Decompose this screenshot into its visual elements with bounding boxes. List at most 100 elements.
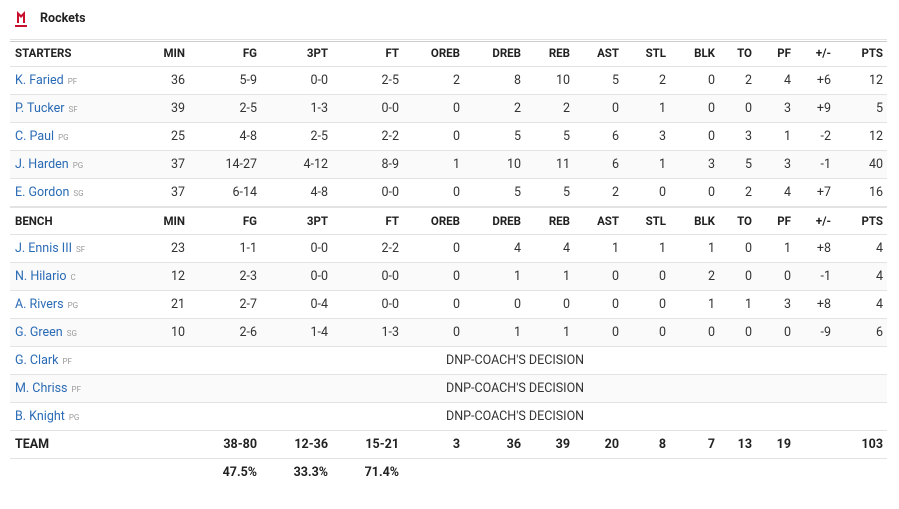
player-name[interactable]: P. Tucker xyxy=(15,101,65,116)
stat-cell: 2-3 xyxy=(239,269,257,284)
column-header: OREB xyxy=(430,214,460,228)
column-header: MIN xyxy=(163,214,185,228)
team-total: 20 xyxy=(604,437,619,452)
stat-cell: 14-27 xyxy=(225,157,257,172)
stat-cell: 37 xyxy=(170,157,185,172)
dnp-note: DNP-COACH'S DECISION xyxy=(446,381,585,396)
stat-cell: 4 xyxy=(875,297,883,312)
stat-cell: +9 xyxy=(816,101,831,116)
stat-cell: 3 xyxy=(707,157,715,172)
dnp-note: DNP-COACH'S DECISION xyxy=(446,409,585,424)
stat-cell: 0 xyxy=(611,325,619,340)
stat-cell: +8 xyxy=(816,241,831,256)
stat-cell: 0 xyxy=(611,297,619,312)
stat-cell: 0 xyxy=(744,241,752,256)
player-name[interactable]: M. Chriss xyxy=(15,381,68,396)
stat-cell: 0 xyxy=(611,269,619,284)
stat-cell: 3 xyxy=(658,129,666,144)
team-total: 8 xyxy=(658,437,666,452)
stat-cell: 4 xyxy=(875,241,883,256)
dnp-note: DNP-COACH'S DECISION xyxy=(446,353,585,368)
stat-cell: 2 xyxy=(744,73,752,88)
stat-cell: 3 xyxy=(783,157,791,172)
stat-cell: 5 xyxy=(744,157,752,172)
player-name[interactable]: N. Hilario xyxy=(15,269,67,284)
player-position: PG xyxy=(67,301,79,310)
stat-cell: 40 xyxy=(868,157,883,172)
column-header: FT xyxy=(385,46,399,60)
stat-cell: 0 xyxy=(783,269,791,284)
column-header: PF xyxy=(777,46,791,60)
stat-cell: 5-9 xyxy=(239,73,257,88)
stat-cell: 0 xyxy=(658,185,666,200)
stat-cell: 5 xyxy=(513,129,521,144)
stat-cell: 25 xyxy=(170,129,185,144)
stat-cell: 6 xyxy=(875,325,883,340)
stat-cell: 2-5 xyxy=(310,129,328,144)
stat-cell: 3 xyxy=(744,129,752,144)
player-cell: B. Knight PG xyxy=(15,403,79,431)
player-cell: G. Clark PF xyxy=(15,347,72,375)
team-total: 39 xyxy=(555,437,570,452)
stat-cell: 0-0 xyxy=(381,297,399,312)
player-cell: C. Paul PG xyxy=(15,123,69,151)
section-label: BENCH xyxy=(15,214,53,228)
stat-cell: 1 xyxy=(513,325,521,340)
stat-cell: 0-0 xyxy=(310,241,328,256)
player-name[interactable]: J. Ennis III xyxy=(15,241,72,256)
stat-cell: 1 xyxy=(707,241,715,256)
player-name[interactable]: A. Rivers xyxy=(15,297,64,312)
stat-cell: 0 xyxy=(452,185,460,200)
player-position: PF xyxy=(67,77,78,86)
player-position: SF xyxy=(68,105,78,114)
column-header: STL xyxy=(645,46,666,60)
stat-cell: 12 xyxy=(868,73,883,88)
column-header: DREB xyxy=(492,214,521,228)
stat-cell: 10 xyxy=(506,157,521,172)
player-cell: A. Rivers PG xyxy=(15,291,78,319)
column-header: TO xyxy=(737,214,752,228)
stat-cell: 2 xyxy=(611,185,619,200)
stat-cell: 4 xyxy=(783,73,791,88)
stat-cell: +7 xyxy=(816,185,831,200)
player-name[interactable]: G. Green xyxy=(15,325,63,340)
column-header: REB xyxy=(548,214,570,228)
stat-cell: 23 xyxy=(170,241,185,256)
player-position: PG xyxy=(68,413,80,422)
stat-cell: 1 xyxy=(783,241,791,256)
section-label: STARTERS xyxy=(15,46,72,60)
stat-cell: -9 xyxy=(820,325,831,340)
stat-cell: 1 xyxy=(707,297,715,312)
stat-cell: 0 xyxy=(452,297,460,312)
stat-cell: 2 xyxy=(707,269,715,284)
player-name[interactable]: K. Faried xyxy=(15,73,64,88)
stat-cell: 8 xyxy=(513,73,521,88)
player-name[interactable]: E. Gordon xyxy=(15,185,70,200)
stat-cell: 6 xyxy=(611,157,619,172)
stat-cell: 2 xyxy=(658,73,666,88)
stat-cell: 1 xyxy=(611,241,619,256)
player-name[interactable]: G. Clark xyxy=(15,353,59,368)
player-position: C xyxy=(70,273,76,282)
column-header: 3PT xyxy=(306,46,328,60)
stat-cell: 1-4 xyxy=(310,325,328,340)
stat-cell: 4 xyxy=(562,241,570,256)
team-total: 103 xyxy=(861,437,883,452)
stat-cell: 0 xyxy=(562,297,570,312)
stat-cell: 3 xyxy=(783,101,791,116)
stat-cell: 0 xyxy=(707,325,715,340)
stat-cell: 5 xyxy=(562,129,570,144)
table-row: BENCH MIN FG 3PT FT OREB DREB REB AST STL BLK TO PF +… xyxy=(10,207,887,235)
stat-cell: 2 xyxy=(513,101,521,116)
stat-cell: 36 xyxy=(170,73,185,88)
team-percentage: 47.5% xyxy=(222,465,257,480)
stat-cell: 12 xyxy=(868,129,883,144)
stat-cell: 4 xyxy=(513,241,521,256)
stat-cell: 5 xyxy=(513,185,521,200)
player-name[interactable]: C. Paul xyxy=(15,129,55,144)
table-row: K. Faried PF 36 5-9 0-0 2-5 2 8 10 5 2 0 2 4 +6 12 xyxy=(10,67,887,95)
stat-cell: 0 xyxy=(452,241,460,256)
player-name[interactable]: B. Knight xyxy=(15,409,65,424)
player-name[interactable]: J. Harden xyxy=(15,157,69,172)
